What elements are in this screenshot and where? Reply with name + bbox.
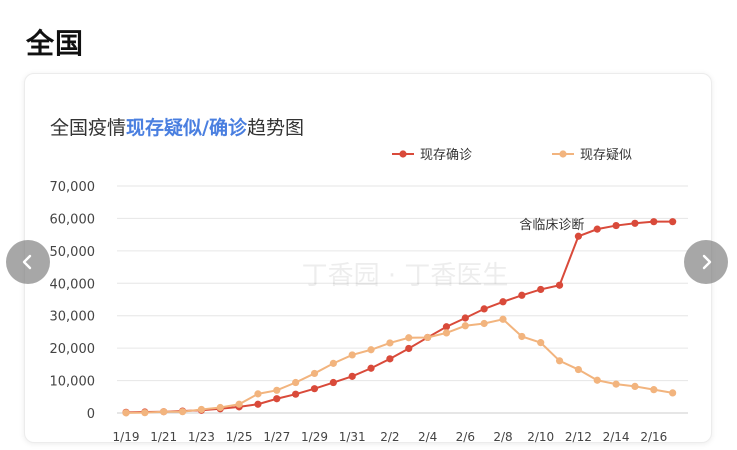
x-tick-label: 1/23 xyxy=(188,430,215,444)
x-tick-label: 2/8 xyxy=(493,430,512,444)
data-point xyxy=(216,403,224,412)
data-point xyxy=(405,334,413,342)
data-point xyxy=(386,355,394,363)
y-tick-label: 60,000 xyxy=(50,212,96,227)
y-tick-label: 40,000 xyxy=(50,277,96,292)
data-point xyxy=(254,390,262,398)
data-point xyxy=(555,281,564,289)
data-point xyxy=(537,285,545,294)
prev-button[interactable] xyxy=(6,240,50,284)
data-point xyxy=(348,351,356,359)
data-point xyxy=(386,339,394,347)
y-tick-label: 50,000 xyxy=(50,245,96,260)
data-point xyxy=(480,319,488,328)
data-point xyxy=(499,315,507,323)
data-point xyxy=(518,332,526,341)
data-point xyxy=(310,369,319,378)
x-tick-label: 2/12 xyxy=(565,430,592,444)
legend-swatch-dot xyxy=(399,150,407,158)
data-point xyxy=(612,380,620,388)
data-point xyxy=(669,389,677,397)
data-point xyxy=(593,376,601,384)
legend-label: 现存确诊 xyxy=(420,148,472,163)
x-tick-label: 1/25 xyxy=(226,430,253,444)
x-tick-label: 2/10 xyxy=(527,430,554,444)
y-tick-label: 30,000 xyxy=(50,310,96,325)
x-tick-label: 2/2 xyxy=(380,430,399,444)
y-tick-label: 0 xyxy=(87,407,95,422)
data-point xyxy=(178,408,187,416)
data-point xyxy=(442,323,451,331)
x-tick-label: 1/27 xyxy=(263,430,290,444)
data-point xyxy=(292,378,300,387)
data-point xyxy=(480,305,488,313)
series-line-1 xyxy=(125,220,673,414)
y-tick-label: 10,000 xyxy=(50,375,96,390)
data-point xyxy=(499,298,507,306)
chart-title-part-1: 全国疫情 xyxy=(50,117,127,139)
x-tick-label: 2/4 xyxy=(418,430,437,444)
data-point xyxy=(329,378,337,387)
data-point xyxy=(160,408,168,416)
data-point xyxy=(612,221,620,230)
data-point xyxy=(348,372,356,380)
data-point xyxy=(292,390,300,398)
data-point xyxy=(518,291,526,299)
data-point xyxy=(405,344,413,353)
chart-title-highlight: 现存疑似/确诊 xyxy=(126,117,247,139)
chart-title-part-3: 趋势图 xyxy=(246,117,304,139)
data-point xyxy=(122,409,130,417)
data-point xyxy=(367,364,375,372)
data-point xyxy=(367,346,375,354)
data-point xyxy=(273,386,281,394)
next-button[interactable] xyxy=(684,240,728,284)
y-tick-label: 70,000 xyxy=(50,180,96,195)
x-tick-label: 1/29 xyxy=(301,430,328,444)
x-tick-label: 1/21 xyxy=(150,430,177,444)
x-tick-label: 1/31 xyxy=(339,430,366,444)
data-point xyxy=(555,357,564,365)
data-point xyxy=(631,382,639,391)
chart-title: 全国疫情现存疑似/确诊趋势图 xyxy=(50,113,304,140)
data-point xyxy=(273,395,281,403)
data-point xyxy=(650,386,658,394)
y-tick-label: 20,000 xyxy=(50,342,96,357)
chevron-left-icon xyxy=(22,254,32,270)
data-point xyxy=(141,409,149,417)
data-point xyxy=(593,225,601,233)
series-line-2 xyxy=(125,318,673,414)
data-point xyxy=(631,219,639,227)
data-point xyxy=(537,339,545,347)
x-tick-label: 2/16 xyxy=(640,430,667,444)
data-point xyxy=(424,333,432,342)
data-point xyxy=(461,322,469,330)
data-point xyxy=(329,359,337,367)
data-point xyxy=(574,365,583,374)
x-tick-label: 2/6 xyxy=(456,430,475,444)
annotation-label: 含临床诊断 xyxy=(519,217,584,233)
x-tick-label: 2/14 xyxy=(603,430,630,444)
data-point xyxy=(254,400,262,408)
data-point xyxy=(310,385,319,393)
data-point xyxy=(442,329,451,337)
data-point xyxy=(650,218,658,226)
watermark-text: 丁香园 · 丁香医生 xyxy=(302,261,509,291)
legend-swatch-dot xyxy=(559,150,567,158)
legend-label: 现存疑似 xyxy=(580,147,632,163)
data-point xyxy=(197,405,205,414)
chevron-right-icon xyxy=(702,254,712,270)
data-point xyxy=(574,232,583,240)
data-point xyxy=(461,314,469,322)
region-title: 全国 xyxy=(26,27,85,60)
data-point xyxy=(669,218,677,226)
x-tick-label: 1/19 xyxy=(113,430,140,444)
data-point xyxy=(235,400,243,408)
